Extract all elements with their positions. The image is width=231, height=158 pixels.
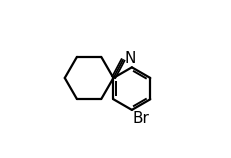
Text: N: N xyxy=(124,51,136,66)
Text: Br: Br xyxy=(132,111,149,126)
